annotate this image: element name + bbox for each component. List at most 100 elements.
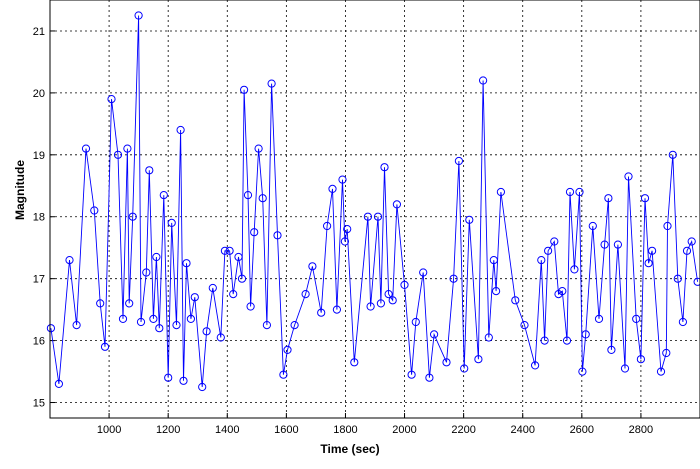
- plot-frame: [49, 0, 700, 419]
- data-point: [96, 299, 105, 308]
- data-point: [520, 321, 529, 330]
- x-axis-label: Time (sec): [320, 442, 379, 456]
- tick-labels: 1000 1200 1400 1600 1800 2000 2200 2400 2600 2800…: [33, 26, 653, 436]
- data-point: [648, 246, 657, 255]
- data-point: [511, 296, 520, 305]
- data-point: [123, 144, 132, 153]
- data-point: [604, 194, 613, 203]
- x-tick-label: 1800: [333, 424, 357, 436]
- series-layer: [46, 11, 700, 392]
- data-point: [460, 364, 469, 373]
- data-point: [128, 212, 137, 221]
- data-point: [419, 268, 428, 277]
- x-tick-label: 1600: [274, 424, 298, 436]
- data-point: [550, 237, 559, 246]
- data-point: [562, 336, 572, 345]
- data-point: [558, 287, 567, 296]
- data-point: [149, 314, 158, 323]
- data-point: [575, 187, 584, 197]
- data-point: [465, 215, 474, 224]
- data-point: [100, 342, 110, 351]
- data-point: [283, 345, 292, 354]
- x-tick-label: 1400: [215, 424, 239, 436]
- data-point: [363, 212, 372, 221]
- data-point: [449, 274, 458, 283]
- grid: [50, 0, 700, 418]
- y-tick-label: 21: [33, 26, 45, 38]
- data-point: [678, 317, 688, 327]
- data-point: [425, 373, 434, 382]
- data-point: [208, 283, 217, 293]
- x-tick-label: 2400: [510, 424, 534, 436]
- data-point: [107, 95, 116, 104]
- data-point: [136, 317, 146, 327]
- data-point: [323, 221, 332, 231]
- data-point: [267, 79, 276, 88]
- x-tick-label: 1200: [156, 424, 180, 436]
- data-point: [118, 314, 128, 323]
- data-point: [384, 290, 393, 299]
- y-tick-label: 15: [33, 398, 45, 410]
- data-point: [90, 206, 99, 215]
- data-point: [656, 367, 666, 376]
- data-point: [290, 321, 299, 330]
- data-point: [624, 172, 633, 181]
- data-point: [392, 200, 401, 209]
- data-point: [581, 330, 590, 339]
- data-point: [172, 321, 181, 330]
- data-point: [262, 321, 271, 330]
- data-point: [81, 144, 91, 153]
- data-point: [243, 191, 253, 200]
- y-tick-label: 19: [33, 150, 45, 162]
- data-point: [407, 370, 416, 379]
- data-point: [155, 324, 164, 333]
- data-point: [125, 299, 134, 308]
- data-point: [254, 144, 263, 153]
- data-point: [234, 252, 243, 262]
- data-point: [607, 345, 616, 354]
- data-point: [343, 225, 352, 234]
- data-point: [65, 256, 74, 265]
- data-point: [531, 361, 540, 370]
- data-point: [636, 355, 646, 364]
- data-point: [198, 382, 207, 392]
- data-point: [565, 187, 575, 197]
- data-point: [673, 274, 682, 283]
- y-axis-label: Magnitude: [13, 160, 27, 220]
- y-tick-label: 18: [33, 212, 45, 224]
- data-point: [216, 333, 225, 342]
- data-point: [72, 321, 81, 330]
- data-point: [273, 231, 282, 240]
- data-point: [489, 256, 498, 265]
- data-point: [442, 358, 451, 367]
- data-point: [246, 302, 255, 311]
- data-point: [179, 376, 188, 385]
- data-point: [134, 11, 143, 20]
- data-point: [668, 150, 677, 159]
- data-point: [308, 262, 317, 271]
- data-point: [687, 237, 696, 246]
- data-point: [594, 314, 604, 323]
- data-point: [644, 259, 653, 268]
- data-point: [190, 293, 199, 302]
- data-point: [411, 317, 420, 327]
- data-point: [332, 305, 341, 314]
- data-point: [588, 221, 597, 231]
- data-point: [338, 175, 347, 184]
- data-point: [350, 358, 359, 367]
- data-point: [484, 333, 493, 342]
- data-point: [496, 187, 505, 197]
- x-tick-label: 2600: [570, 424, 594, 436]
- y-tick-label: 20: [33, 88, 45, 100]
- data-point: [182, 259, 191, 268]
- data-point: [46, 324, 56, 333]
- data-point: [145, 166, 154, 175]
- data-point: [454, 156, 463, 166]
- data-point: [142, 268, 151, 277]
- x-tick-label: 1000: [97, 424, 121, 436]
- data-point: [632, 314, 641, 323]
- data-point: [570, 265, 579, 274]
- data-point: [474, 355, 483, 364]
- data-point: [578, 367, 587, 376]
